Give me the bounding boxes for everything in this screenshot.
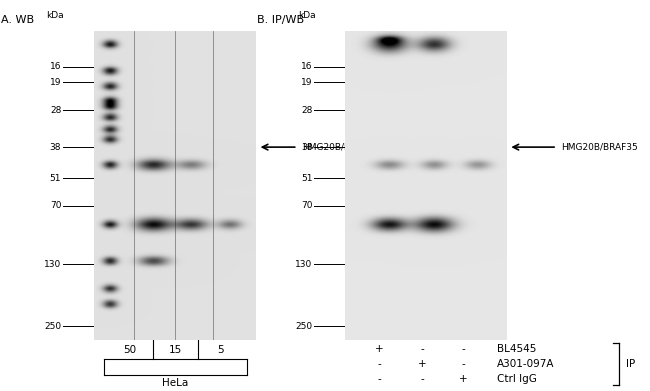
Text: 38: 38: [301, 143, 313, 152]
Text: B. IP/WB: B. IP/WB: [257, 15, 304, 25]
Text: 130: 130: [44, 260, 61, 269]
Text: 19: 19: [50, 78, 61, 87]
Text: BL4545: BL4545: [497, 344, 537, 353]
Text: -: -: [378, 359, 382, 369]
Text: -: -: [462, 344, 465, 353]
Text: 70: 70: [50, 201, 61, 210]
Text: -: -: [378, 374, 382, 384]
Text: 5: 5: [218, 344, 224, 355]
Text: kDa: kDa: [46, 11, 64, 20]
Text: Ctrl IgG: Ctrl IgG: [497, 374, 537, 384]
Text: 38: 38: [50, 143, 61, 152]
Text: HMG20B/BRAF35: HMG20B/BRAF35: [562, 143, 638, 152]
Text: 15: 15: [169, 344, 182, 355]
Text: 28: 28: [301, 106, 313, 115]
Text: HeLa: HeLa: [162, 378, 188, 388]
Text: -: -: [462, 359, 465, 369]
Text: +: +: [375, 344, 384, 353]
Text: kDa: kDa: [298, 11, 315, 20]
Text: 28: 28: [50, 106, 61, 115]
Text: 16: 16: [50, 62, 61, 71]
Text: +: +: [460, 374, 468, 384]
Text: IP: IP: [625, 359, 635, 369]
Text: 250: 250: [44, 322, 61, 331]
Text: 51: 51: [50, 174, 61, 183]
Text: 16: 16: [301, 62, 313, 71]
Text: 50: 50: [124, 344, 136, 355]
Text: -: -: [421, 374, 424, 384]
Text: 19: 19: [301, 78, 313, 87]
Text: 51: 51: [301, 174, 313, 183]
Text: HMG20B/BRAF35: HMG20B/BRAF35: [302, 143, 379, 152]
Text: -: -: [421, 344, 424, 353]
Text: 130: 130: [295, 260, 313, 269]
Text: 70: 70: [301, 201, 313, 210]
Text: 250: 250: [296, 322, 313, 331]
Text: A. WB: A. WB: [1, 15, 34, 25]
Text: A301-097A: A301-097A: [497, 359, 554, 369]
Text: +: +: [418, 359, 426, 369]
